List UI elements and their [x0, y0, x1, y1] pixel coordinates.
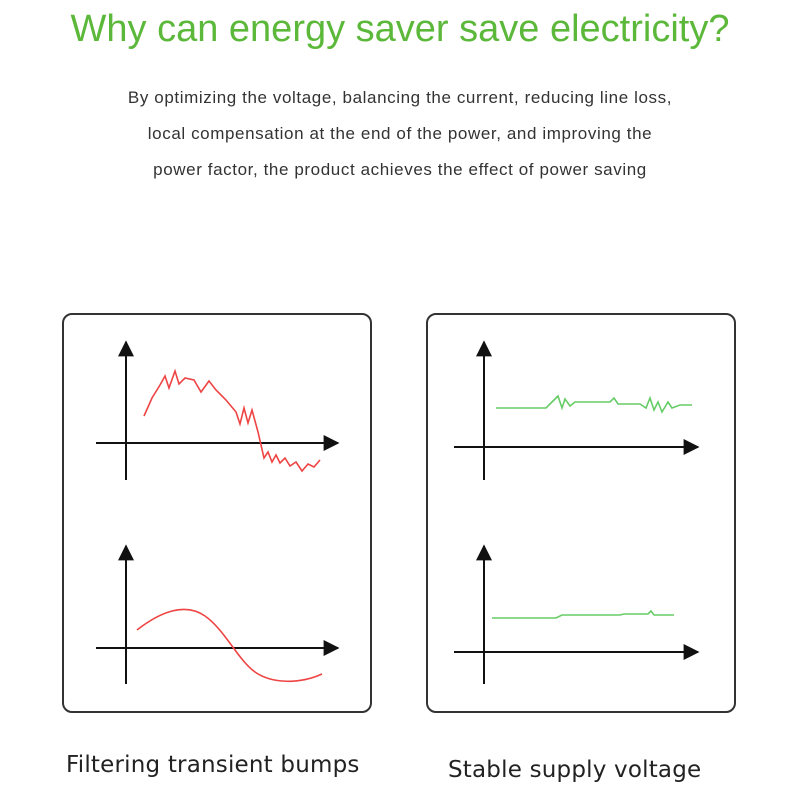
- caption-filtering: Filtering transient bumps: [66, 752, 360, 778]
- page-title: Why can energy saver save electricity?: [70, 8, 730, 50]
- right-bottom-axes: [454, 544, 700, 684]
- left-bottom-axes: [96, 544, 340, 684]
- panel-before-filtering: [62, 313, 372, 713]
- description-line: By optimizing the voltage, balancing the…: [127, 88, 673, 107]
- caption-stable-voltage: Stable supply voltage: [448, 757, 702, 783]
- right-top-axes: [454, 340, 700, 480]
- description-line: local compensation at the end of the pow…: [147, 124, 653, 143]
- description: By optimizing the voltage, balancing the…: [0, 80, 800, 188]
- smooth-sine-wave: [136, 608, 323, 683]
- stable-voltage-line: [492, 609, 674, 619]
- description-line: power factor, the product achieves the e…: [153, 160, 647, 179]
- panel-stable-voltage: [426, 313, 736, 713]
- noisy-wave-line: [143, 368, 321, 473]
- stabilized-wave-line: [496, 394, 692, 414]
- left-top-axes: [96, 340, 340, 480]
